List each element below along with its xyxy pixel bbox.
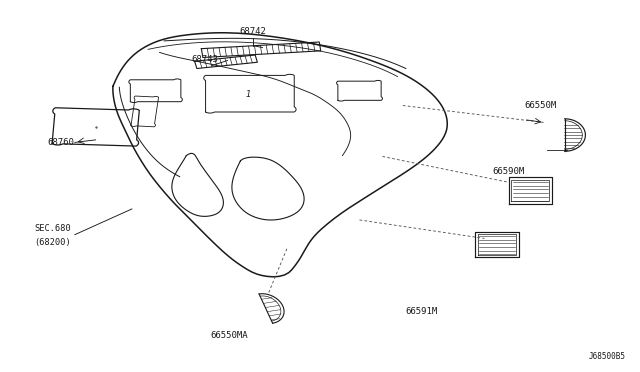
Text: 1: 1: [246, 90, 252, 99]
Text: 68760: 68760: [47, 138, 74, 147]
Text: 68743: 68743: [192, 55, 219, 64]
Text: 66550MA: 66550MA: [211, 331, 248, 340]
Text: 66591M: 66591M: [406, 307, 438, 316]
Text: J68500B5: J68500B5: [589, 352, 626, 361]
Text: 66590M: 66590M: [492, 167, 524, 176]
Text: 66550M: 66550M: [524, 101, 556, 110]
Text: SEC.680: SEC.680: [35, 224, 71, 233]
Text: 68742: 68742: [239, 28, 266, 36]
Text: (68200): (68200): [35, 238, 71, 247]
